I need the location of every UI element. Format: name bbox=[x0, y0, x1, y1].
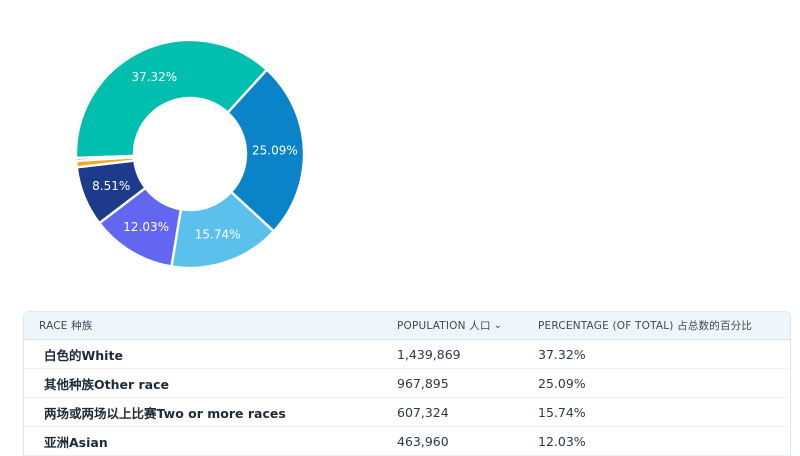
table-header: RACE 种族 POPULATION 人口 ⌄ PERCENTAGE (OF T… bbox=[24, 312, 790, 340]
table-row: 其他种族Other race 967,895 25.09% bbox=[24, 369, 790, 398]
donut-slice-2[interactable] bbox=[226, 68, 306, 234]
cell-race: 亚洲Asian bbox=[44, 434, 108, 450]
table-row: 白色的White 1,439,869 37.32% bbox=[24, 340, 790, 369]
cell-race: 两场或两场以上比赛Two or more races bbox=[44, 405, 286, 421]
header-population-label: POPULATION 人口 bbox=[397, 320, 491, 332]
slice-label-3: 15.74% bbox=[195, 227, 241, 241]
cell-percentage: 37.32% bbox=[538, 346, 586, 362]
header-percentage[interactable]: PERCENTAGE (OF TOTAL) 占总数的百分比 bbox=[538, 320, 753, 332]
donut-slice-7[interactable] bbox=[74, 154, 136, 163]
cell-percentage: 25.09% bbox=[538, 375, 586, 391]
cell-population: 1,439,869 bbox=[397, 346, 461, 362]
cell-race: 其他种族Other race bbox=[44, 376, 169, 392]
header-race[interactable]: RACE 种族 bbox=[39, 320, 93, 332]
slice-label-2: 25.09% bbox=[252, 143, 298, 157]
cell-population: 463,960 bbox=[397, 433, 449, 449]
cell-population: 607,324 bbox=[397, 404, 449, 420]
table-row: 亚洲Asian 463,960 12.03% bbox=[24, 427, 790, 456]
cell-percentage: 12.03% bbox=[538, 433, 586, 449]
cell-population: 967,895 bbox=[397, 375, 449, 391]
race-population-table: RACE 种族 POPULATION 人口 ⌄ PERCENTAGE (OF T… bbox=[23, 311, 791, 456]
cell-race: 白色的White bbox=[44, 347, 123, 363]
slice-label-5: 8.51% bbox=[92, 179, 130, 193]
donut-slice-1[interactable] bbox=[74, 38, 269, 160]
donut-chart: 37.32% 25.09% 15.74% 12.03% 8.51% bbox=[74, 38, 306, 270]
cell-percentage: 15.74% bbox=[538, 404, 586, 420]
table-row: 两场或两场以上比赛Two or more races 607,324 15.74… bbox=[24, 398, 790, 427]
chevron-down-icon[interactable]: ⌄ bbox=[493, 320, 503, 331]
header-population[interactable]: POPULATION 人口 ⌄ bbox=[397, 318, 538, 333]
slice-label-4: 12.03% bbox=[123, 220, 169, 234]
slice-label-1: 37.32% bbox=[131, 70, 177, 84]
